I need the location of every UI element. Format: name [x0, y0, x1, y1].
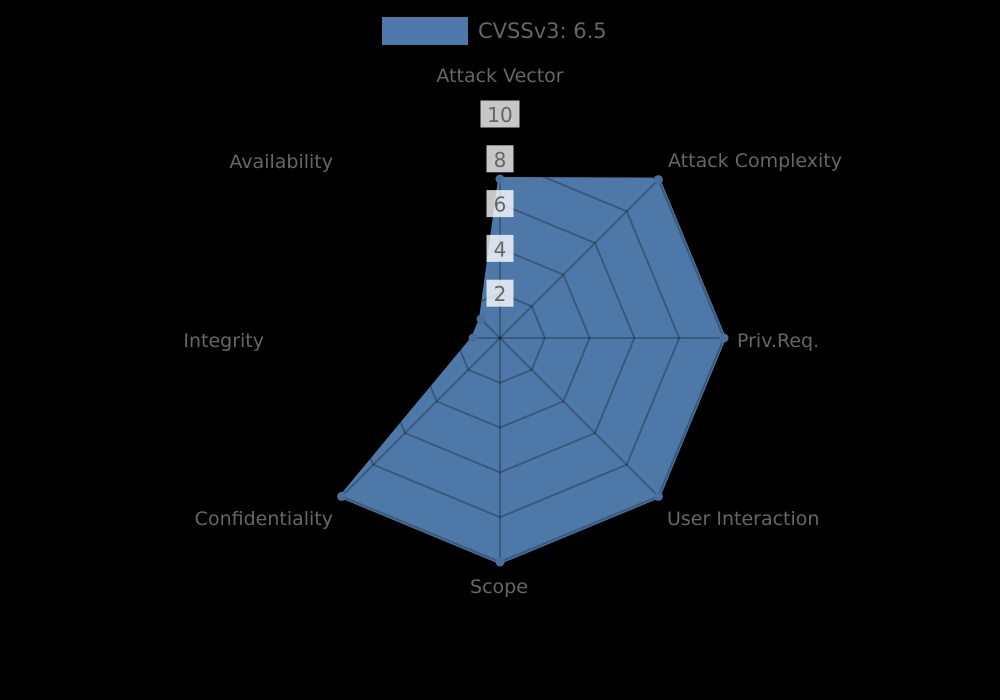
grid-ring: [454, 292, 546, 384]
grid-spoke: [340, 337, 501, 498]
radar-data-point: [653, 175, 663, 185]
radar-data-point: [468, 333, 478, 343]
tick-backdrop: [480, 100, 520, 128]
grid-ring: [364, 202, 636, 474]
tick-label: 8: [494, 148, 507, 172]
tick-label: 2: [494, 282, 507, 306]
radar-data-point: [337, 491, 347, 501]
tick-backdrop: [486, 190, 514, 218]
legend-item[interactable]: CVSSv3: 6.5: [382, 17, 607, 45]
radar-data-point: [495, 174, 505, 184]
radar-data-point: [495, 557, 505, 567]
grid-ring: [319, 157, 681, 519]
axis-label-scope: Scope: [470, 576, 528, 598]
radar-data-point: [476, 314, 486, 324]
axis-label-user-interaction: User Interaction: [667, 508, 819, 530]
tick-label: 4: [494, 237, 507, 261]
grid-spoke: [499, 337, 660, 498]
axis-label-integrity: Integrity: [183, 330, 264, 352]
grid-ring: [409, 247, 591, 429]
tick-label: 10: [487, 103, 512, 127]
radar-data-point: [653, 491, 663, 501]
axis-label-attack-vector: Attack Vector: [436, 65, 563, 87]
tick-backdrop: [486, 234, 514, 262]
axis-label-priv-req: Priv.Req.: [737, 330, 819, 352]
axis-label-confidentiality: Confidentiality: [195, 508, 333, 530]
legend-label: CVSSv3: 6.5: [478, 19, 607, 43]
axis-label-availability: Availability: [229, 151, 333, 173]
radar-data-point: [719, 333, 729, 343]
legend-swatch: [382, 17, 468, 45]
grid-spoke: [499, 178, 660, 339]
grid-spoke: [340, 178, 501, 339]
tick-label: 6: [494, 193, 507, 217]
tick-backdrop: [486, 279, 514, 307]
tick-backdrop: [486, 145, 514, 173]
axis-label-attack-complexity: Attack Complexity: [668, 150, 842, 172]
